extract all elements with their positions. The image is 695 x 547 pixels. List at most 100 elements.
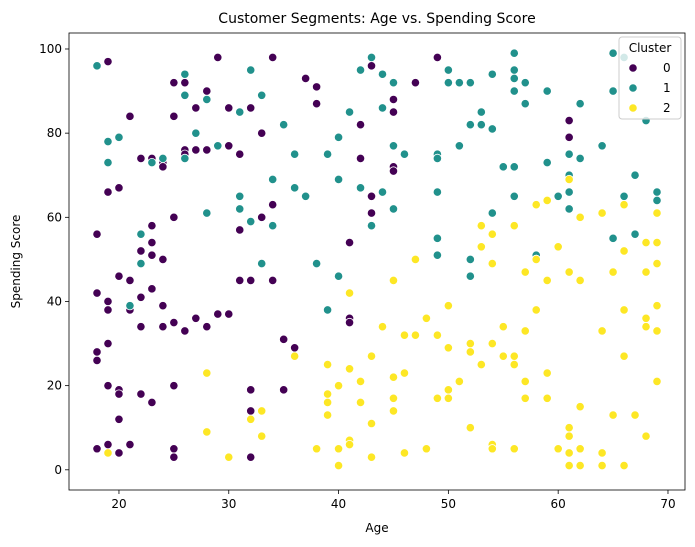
data-point-cluster-1 bbox=[235, 107, 245, 117]
x-tick-label: 60 bbox=[551, 497, 566, 511]
data-point-cluster-2 bbox=[630, 410, 640, 420]
data-point-cluster-2 bbox=[487, 259, 497, 269]
data-point-cluster-2 bbox=[366, 418, 377, 429]
data-point-cluster-2 bbox=[410, 330, 421, 340]
data-point-cluster-2 bbox=[641, 431, 651, 441]
data-point-cluster-0 bbox=[202, 322, 212, 332]
data-point-cluster-2 bbox=[421, 313, 432, 323]
data-point-cluster-0 bbox=[136, 153, 146, 164]
data-point-cluster-0 bbox=[147, 250, 157, 260]
data-point-cluster-1 bbox=[399, 149, 410, 159]
data-point-cluster-0 bbox=[92, 347, 102, 357]
data-point-cluster-2 bbox=[388, 372, 399, 382]
data-point-cluster-1 bbox=[147, 158, 157, 168]
chart-title: Customer Segments: Age vs. Spending Scor… bbox=[218, 11, 535, 27]
data-point-cluster-1 bbox=[333, 132, 344, 142]
data-point-cluster-0 bbox=[344, 317, 355, 328]
data-point-cluster-0 bbox=[202, 145, 212, 155]
data-point-cluster-2 bbox=[564, 460, 574, 471]
legend-marker bbox=[628, 103, 638, 113]
data-point-cluster-2 bbox=[520, 376, 530, 387]
data-point-cluster-1 bbox=[487, 69, 497, 79]
data-point-cluster-1 bbox=[608, 233, 618, 243]
data-point-cluster-1 bbox=[443, 65, 453, 75]
data-point-cluster-2 bbox=[410, 254, 421, 264]
data-point-cluster-2 bbox=[641, 313, 651, 323]
data-point-cluster-1 bbox=[597, 141, 607, 151]
data-point-cluster-1 bbox=[257, 259, 267, 269]
data-point-cluster-2 bbox=[520, 393, 530, 403]
data-point-cluster-0 bbox=[564, 132, 574, 142]
y-axis-label: Spending Score bbox=[9, 215, 23, 309]
data-point-cluster-1 bbox=[257, 90, 267, 100]
data-point-cluster-0 bbox=[388, 166, 399, 176]
data-point-cluster-2 bbox=[476, 359, 486, 370]
data-point-cluster-1 bbox=[114, 132, 124, 142]
data-point-cluster-2 bbox=[322, 397, 333, 408]
data-point-cluster-2 bbox=[443, 343, 453, 353]
data-point-cluster-0 bbox=[125, 275, 135, 286]
legend-marker bbox=[628, 63, 638, 73]
data-point-cluster-2 bbox=[597, 460, 607, 471]
data-point-cluster-2 bbox=[355, 376, 366, 387]
data-point-cluster-2 bbox=[575, 212, 585, 222]
x-tick-label: 70 bbox=[660, 497, 675, 511]
data-point-cluster-1 bbox=[432, 153, 442, 164]
data-point-cluster-0 bbox=[224, 103, 234, 113]
data-point-cluster-1 bbox=[465, 254, 475, 264]
data-point-cluster-0 bbox=[125, 111, 135, 121]
data-point-cluster-2 bbox=[355, 397, 366, 408]
data-point-cluster-0 bbox=[103, 57, 113, 67]
data-point-cluster-0 bbox=[158, 301, 168, 311]
data-point-cluster-2 bbox=[564, 267, 574, 277]
data-point-cluster-1 bbox=[564, 204, 574, 214]
data-point-cluster-2 bbox=[641, 322, 651, 332]
data-point-cluster-2 bbox=[290, 351, 300, 361]
data-point-cluster-1 bbox=[652, 187, 662, 197]
data-point-cluster-2 bbox=[542, 368, 552, 378]
data-point-cluster-0 bbox=[213, 52, 223, 63]
data-point-cluster-0 bbox=[257, 128, 267, 138]
data-point-cluster-0 bbox=[169, 452, 179, 462]
data-point-cluster-2 bbox=[465, 347, 475, 357]
data-point-cluster-2 bbox=[454, 376, 464, 387]
data-point-cluster-2 bbox=[652, 301, 662, 311]
data-point-cluster-1 bbox=[92, 61, 102, 71]
data-point-cluster-2 bbox=[465, 423, 475, 433]
data-point-cluster-2 bbox=[465, 338, 475, 349]
data-point-cluster-0 bbox=[279, 385, 289, 395]
data-point-cluster-1 bbox=[630, 229, 640, 239]
data-point-cluster-2 bbox=[224, 452, 234, 462]
data-point-cluster-1 bbox=[235, 204, 245, 214]
data-point-cluster-1 bbox=[136, 229, 146, 239]
data-point-cluster-1 bbox=[344, 107, 355, 117]
data-point-cluster-1 bbox=[630, 170, 640, 180]
data-point-cluster-2 bbox=[344, 439, 355, 450]
data-point-cluster-2 bbox=[652, 237, 662, 248]
legend-entry-label: 1 bbox=[663, 81, 671, 95]
y-tick-label: 0 bbox=[54, 463, 62, 477]
data-point-cluster-1 bbox=[509, 191, 519, 201]
data-point-cluster-0 bbox=[125, 439, 135, 450]
data-point-cluster-1 bbox=[432, 187, 442, 197]
data-point-cluster-2 bbox=[322, 359, 333, 370]
data-point-cluster-1 bbox=[202, 94, 212, 105]
data-point-cluster-2 bbox=[520, 267, 530, 277]
data-point-cluster-1 bbox=[366, 52, 377, 63]
data-point-cluster-2 bbox=[443, 301, 453, 311]
y-tick-label: 60 bbox=[47, 210, 62, 224]
data-point-cluster-0 bbox=[103, 187, 113, 197]
data-point-cluster-1 bbox=[465, 271, 475, 281]
y-tick-label: 100 bbox=[39, 42, 62, 56]
plot-points bbox=[92, 48, 662, 471]
data-point-cluster-2 bbox=[202, 368, 212, 378]
data-point-cluster-2 bbox=[344, 364, 355, 374]
data-point-cluster-0 bbox=[169, 444, 179, 454]
data-point-cluster-0 bbox=[235, 225, 245, 235]
data-point-cluster-2 bbox=[476, 221, 486, 231]
data-point-cluster-0 bbox=[246, 406, 256, 416]
data-point-cluster-0 bbox=[92, 288, 102, 298]
data-point-cluster-2 bbox=[531, 254, 541, 264]
data-point-cluster-2 bbox=[575, 402, 585, 412]
data-point-cluster-1 bbox=[454, 141, 464, 151]
